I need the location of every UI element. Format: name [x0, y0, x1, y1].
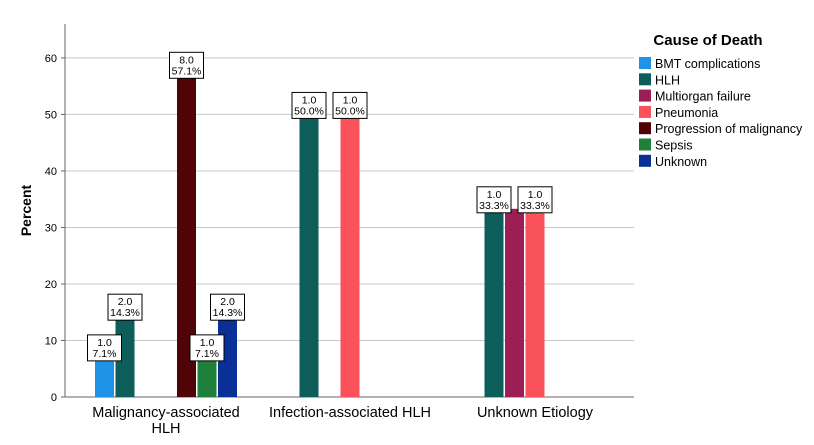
legend-label: Progression of malignancy — [655, 122, 803, 136]
y-tick-label: 60 — [45, 53, 57, 65]
data-label-text: 2.0 14.3% — [110, 296, 140, 319]
data-label-box — [210, 293, 245, 321]
legend-label: Pneumonia — [655, 106, 718, 120]
data-label-line: 1.0 — [302, 94, 317, 106]
y-tick-label: 40 — [45, 166, 57, 178]
data-label-line: 7.1% — [195, 348, 219, 360]
bar — [95, 356, 114, 397]
legend-item: Pneumonia — [639, 105, 718, 120]
x-tick-label: Infection-associated HLH — [269, 405, 431, 421]
x-tick-label-line: HLH — [151, 421, 180, 437]
legend-label: HLH — [655, 73, 680, 87]
data-label-line: 2.0 — [118, 296, 133, 308]
legend-item: Unknown — [639, 154, 707, 169]
data-label-text: 1.0 7.1% — [195, 337, 219, 360]
data-label: 2.0 14.3% — [107, 293, 143, 321]
data-label-line: 50.0% — [335, 105, 365, 117]
x-tick-label-line: Malignancy-associated — [92, 405, 240, 421]
legend-swatch — [639, 73, 651, 86]
data-label-line: 14.3% — [110, 307, 140, 319]
bar — [525, 208, 545, 397]
legend-item: Progression of malignancy — [639, 122, 803, 136]
data-label-line: 50.0% — [294, 105, 324, 117]
data-label: 2.0 14.3% — [210, 293, 245, 321]
data-label-text: 1.0 33.3% — [520, 189, 550, 212]
y-tick-label: 50 — [45, 109, 57, 121]
legend-swatch — [639, 122, 651, 135]
data-label: 8.0 57.1% — [169, 51, 204, 79]
legend-swatch — [639, 57, 651, 69]
data-label-box — [517, 186, 553, 214]
x-tick-label-line: Infection-associated HLH — [269, 405, 431, 421]
data-label-text: 8.0 57.1% — [172, 54, 202, 77]
legend-item: BMT complications — [639, 57, 760, 71]
bar — [197, 356, 217, 397]
legend-item: Sepsis — [639, 138, 693, 153]
legend-title: Cause of Death — [653, 32, 762, 49]
data-label-line: 1.0 — [528, 189, 543, 201]
bar — [505, 208, 524, 397]
legend-item: HLH — [639, 73, 680, 87]
data-label: 1.0 50.0% — [291, 91, 327, 119]
y-tick-label: 0 — [51, 392, 57, 404]
data-label-box — [332, 91, 368, 119]
data-label: 1.0 50.0% — [332, 91, 368, 119]
y-tick-label: 20 — [45, 279, 57, 291]
data-label-box — [291, 91, 327, 119]
data-label-line: 8.0 — [179, 54, 194, 66]
legend-swatch — [639, 154, 651, 167]
data-label: 1.0 7.1% — [87, 334, 122, 362]
legend-label: Unknown — [655, 155, 707, 169]
data-label-line: 1.0 — [200, 337, 215, 349]
data-label-text: 1.0 7.1% — [93, 337, 117, 360]
data-label-text: 1.0 33.3% — [479, 189, 509, 212]
bar — [340, 114, 360, 397]
legend-swatch — [639, 138, 651, 151]
bar — [177, 74, 196, 397]
y-tick-label: 10 — [45, 335, 57, 347]
legend-label: Multiorgan failure — [655, 90, 751, 104]
legend-swatch — [639, 89, 651, 102]
y-tick-label: 30 — [45, 222, 57, 234]
data-label-line: 33.3% — [479, 200, 509, 212]
data-label-box — [169, 51, 204, 79]
data-label-box — [87, 334, 122, 362]
data-label-box — [107, 293, 143, 321]
data-label-line: 1.0 — [343, 94, 358, 106]
data-label-text: 1.0 50.0% — [294, 94, 324, 117]
legend-swatch — [639, 105, 651, 118]
bar — [299, 114, 319, 397]
data-label-line: 7.1% — [93, 348, 117, 360]
legend-label: Sepsis — [655, 139, 693, 153]
data-label-line: 1.0 — [487, 189, 502, 201]
legend-item: Multiorgan failure — [639, 89, 751, 104]
data-label-line: 33.3% — [520, 200, 550, 212]
data-label-text: 2.0 14.3% — [213, 296, 243, 319]
y-axis-title: Percent — [18, 184, 34, 236]
data-label-line: 1.0 — [97, 337, 112, 349]
legend-label: BMT complications — [655, 57, 760, 71]
data-label-line: 57.1% — [172, 65, 202, 77]
data-label-text: 1.0 50.0% — [335, 94, 365, 117]
x-tick-label: Unknown Etiology — [477, 405, 594, 421]
bar — [484, 208, 504, 397]
data-label: 1.0 33.3% — [476, 186, 512, 214]
data-label-box — [476, 186, 512, 214]
data-label: 1.0 33.3% — [517, 186, 553, 214]
data-label-line: 2.0 — [220, 296, 235, 308]
data-label: 1.0 7.1% — [189, 334, 225, 362]
data-label-box — [189, 334, 225, 362]
data-label-line: 14.3% — [213, 307, 243, 319]
x-tick-label: Malignancy-associated HLH — [92, 405, 240, 437]
x-tick-label-line: Unknown Etiology — [477, 405, 594, 421]
